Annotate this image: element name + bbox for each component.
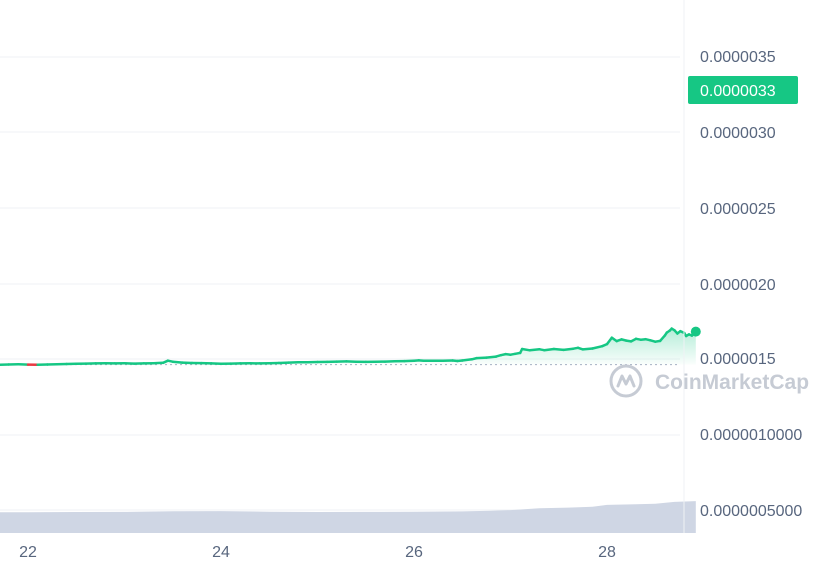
price-line-segment [461, 358, 474, 362]
price-line-segment [528, 348, 541, 352]
current-price-label: 0.0000033 [700, 83, 776, 100]
price-line-segment [591, 344, 604, 350]
price-line-segment [543, 347, 556, 352]
watermark-text: CoinMarketCap [655, 371, 809, 394]
current-price-badge-bg [688, 76, 798, 104]
x-axis: 22 24 26 28 [19, 544, 616, 561]
volume-area-group [0, 501, 696, 533]
volume-area [0, 501, 696, 533]
price-line-segment [581, 347, 594, 351]
x-tick-label: 24 [212, 544, 230, 561]
price-line-segment [562, 347, 575, 352]
price-line-segment [605, 336, 614, 346]
price-area [0, 328, 696, 365]
y-tick-label: 0.0000030 [700, 125, 776, 142]
y-tick-label: 0.0000020 [700, 277, 776, 294]
x-tick-label: 22 [19, 544, 37, 561]
y-axis: 0.0000035 0.0000030 0.0000025 0.0000020 … [700, 49, 802, 520]
y-tick-label: 0.0000015 [700, 351, 776, 368]
price-line-segment [171, 360, 184, 364]
current-price-badge: 0.0000033 [688, 76, 798, 337]
price-line-segment [552, 347, 565, 352]
coinmarketcap-logo-icon [609, 364, 643, 398]
price-line-segment [520, 347, 532, 352]
grid-lines [0, 56, 680, 511]
current-price-dot [690, 326, 701, 337]
price-line-segment [475, 356, 488, 360]
x-tick-label: 28 [598, 544, 616, 561]
x-tick-label: 26 [405, 544, 423, 561]
y-tick-label: 0.0000025 [700, 201, 776, 218]
price-line-segment [152, 361, 165, 365]
price-line-segment [485, 355, 498, 359]
volume-tick-label: 0.0000010000 [700, 427, 802, 444]
volume-tick-label: 0.0000005000 [700, 503, 802, 520]
y-tick-label: 0.0000035 [700, 49, 776, 66]
price-area-group [0, 328, 696, 365]
watermark: CoinMarketCap [609, 364, 809, 398]
